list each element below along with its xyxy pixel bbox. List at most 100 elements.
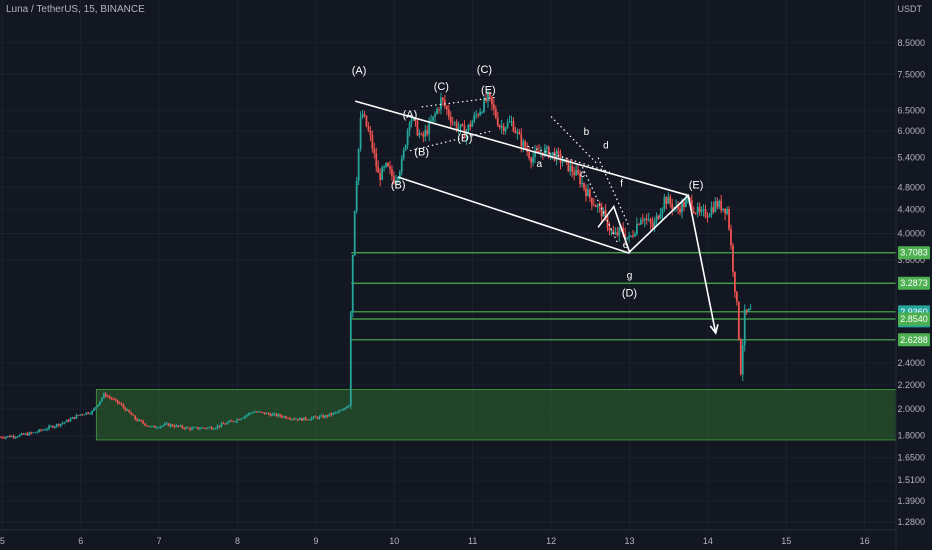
candle-body — [636, 224, 638, 234]
candle-body — [569, 165, 572, 171]
dotted-trendline — [597, 157, 631, 228]
candle-body — [228, 420, 231, 423]
candle-body — [492, 104, 495, 110]
candle-body — [538, 150, 540, 154]
candle-body — [357, 148, 360, 181]
candle-body — [743, 309, 746, 346]
candle-body — [690, 200, 693, 211]
level-price-badge — [898, 276, 930, 290]
candle-body — [151, 425, 154, 427]
candle-body — [308, 419, 311, 421]
candle-body — [77, 415, 80, 417]
candle-body — [724, 208, 727, 214]
candle-body — [500, 126, 503, 128]
candle-body — [193, 427, 195, 429]
candle-body — [142, 421, 144, 424]
level-price-badge — [898, 312, 930, 326]
candle-body — [590, 197, 593, 205]
candle-body — [643, 218, 646, 221]
candle-body — [183, 427, 186, 429]
candle-body — [389, 166, 391, 169]
candle-body — [455, 122, 458, 130]
candle-body — [557, 151, 560, 154]
candle-body — [177, 425, 180, 427]
candle-body — [471, 121, 474, 127]
candle-body — [159, 426, 162, 428]
candle-body — [28, 432, 31, 436]
candle-body — [712, 207, 715, 212]
candle-body — [440, 97, 442, 110]
candle-body — [163, 423, 166, 426]
candle-body — [222, 423, 225, 425]
candle-body — [483, 98, 485, 113]
candle-body — [393, 176, 395, 184]
candle-body — [318, 416, 321, 419]
candle-body — [594, 205, 597, 208]
trendline — [354, 100, 689, 197]
candle-body — [16, 436, 19, 438]
trendlines[interactable] — [354, 96, 719, 335]
candle-body — [99, 401, 101, 405]
candle-body — [328, 413, 331, 417]
time-axis[interactable]: 5 6 7 8 9 10 11 12 13 14 15 16 — [0, 0, 897, 550]
candle-body — [598, 205, 601, 206]
time-tick-label: 8 — [235, 536, 240, 546]
candle-body — [592, 204, 595, 206]
candle-body — [306, 419, 309, 421]
candle-body — [161, 425, 164, 427]
time-tick-label: 10 — [389, 536, 399, 546]
candle-body — [169, 424, 172, 427]
time-tick-label: 9 — [313, 536, 318, 546]
candle-body — [316, 417, 319, 419]
candle-body — [257, 411, 260, 413]
candle-body — [106, 396, 109, 398]
candle-body — [490, 96, 493, 105]
level-price-label: 3.7083 — [900, 248, 928, 258]
candle-body — [477, 114, 480, 116]
candle-body — [247, 413, 250, 415]
candle-body — [530, 158, 532, 163]
candle-body — [253, 411, 256, 413]
candle-body — [210, 427, 213, 430]
candle-body — [737, 301, 740, 340]
candle-body — [710, 207, 713, 216]
candle-body — [146, 425, 148, 427]
candle-body — [81, 414, 84, 416]
candle-body — [622, 227, 625, 234]
candle-body — [249, 412, 252, 414]
candle-body — [514, 131, 517, 133]
candle-body — [89, 413, 92, 415]
candle-body — [75, 415, 78, 419]
candle-body — [426, 130, 429, 135]
candle-body — [520, 134, 523, 147]
wave-label: (C) — [477, 64, 492, 76]
candle-body — [430, 120, 433, 122]
level-price-badge — [898, 333, 930, 347]
horizontal-levels[interactable] — [351, 252, 896, 341]
candle-body — [524, 141, 527, 149]
candle-body — [626, 237, 629, 239]
candle-body — [230, 420, 233, 422]
candle-body — [583, 182, 585, 189]
time-tick-label: 12 — [546, 536, 556, 546]
candle-body — [579, 173, 581, 184]
candle-body — [465, 130, 468, 139]
candle-body — [65, 419, 68, 423]
price-tick-label: 4.4000 — [897, 204, 925, 214]
candle-body — [696, 206, 699, 214]
candle-body — [289, 418, 291, 420]
time-tick-label: 16 — [860, 536, 870, 546]
candle-body — [412, 117, 415, 120]
price-tick-label: 1.2800 — [897, 517, 925, 527]
wave-label: c — [580, 169, 585, 180]
candle-body — [3, 437, 5, 439]
price-tick-label: 4.0000 — [897, 229, 925, 239]
price-axis[interactable]: 8.5000 7.5000 6.5000 6.0000 5.4000 4.8000 4.40… — [897, 38, 930, 527]
candle-body — [398, 171, 401, 178]
candle-body — [18, 434, 21, 437]
candle-body — [48, 426, 50, 429]
candle-body — [287, 418, 289, 420]
candle-body — [101, 397, 103, 402]
